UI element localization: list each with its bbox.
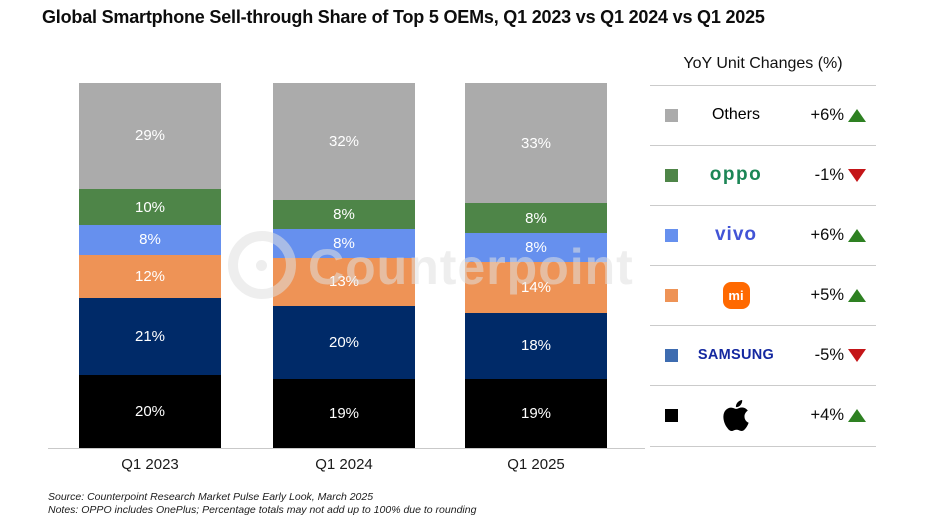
legend-header: YoY Unit Changes (%) <box>683 55 843 72</box>
stacked-bar-q1-2023: 29% 10% 8% 12% 21% 20% <box>79 83 221 448</box>
bar-segment-label: 8% <box>139 231 161 249</box>
legend-divider <box>650 265 876 266</box>
stacked-bar-q1-2025: 33% 8% 8% 14% 18% 19% <box>465 83 607 448</box>
samsung-logo: SAMSUNG <box>697 347 775 363</box>
apple-yoy-value: +4% <box>810 405 844 424</box>
bar-segment-label: 8% <box>333 235 355 253</box>
bar-segment-label: 10% <box>134 198 166 216</box>
vivo-swatch <box>665 228 678 242</box>
bar-segment-samsung-q1-2024: 20% <box>273 305 415 379</box>
xiaomi-yoy-value: +5% <box>810 285 844 304</box>
bar-segment-label: 8% <box>333 205 355 223</box>
apple-logo-wrap <box>684 399 788 431</box>
bar-segment-xiaomi-q1-2024: 13% <box>273 258 415 306</box>
xiaomi-logo-wrap: mi <box>684 281 788 309</box>
bar-segment-label: 29% <box>134 127 166 145</box>
legend-divider <box>650 446 876 447</box>
up-triangle-icon <box>848 228 866 242</box>
bar-segment-label: 8% <box>525 238 547 256</box>
down-triangle-icon <box>848 348 866 362</box>
legend-divider <box>650 385 876 386</box>
legend-row-vivo: vivo +6% <box>650 205 876 265</box>
x-axis-label-q1-2024: Q1 2024 <box>315 456 373 473</box>
legend-row-samsung: SAMSUNG -5% <box>650 325 876 385</box>
bar-segment-vivo-q1-2023: 8% <box>79 225 221 255</box>
legend-row-apple: +4% <box>650 385 876 445</box>
bar-segment-label: 32% <box>328 132 360 150</box>
bar-segment-label: 8% <box>525 209 547 227</box>
oppo-swatch <box>665 168 678 182</box>
chart-title: Global Smartphone Sell-through Share of … <box>42 7 765 27</box>
stacked-bar-q1-2024: 32% 8% 8% 13% 20% 19% <box>273 83 415 448</box>
x-axis-label-q1-2023: Q1 2023 <box>121 456 179 473</box>
others-yoy-value: +6% <box>810 105 844 124</box>
up-triangle-icon <box>848 408 866 422</box>
bar-segment-vivo-q1-2025: 8% <box>465 232 607 262</box>
bar-segment-oppo-q1-2024: 8% <box>273 199 415 229</box>
down-triangle-icon <box>848 168 866 182</box>
apple-swatch <box>665 408 678 422</box>
others-swatch <box>665 108 678 122</box>
others-label: Others <box>711 106 760 123</box>
legend-row-xiaomi: mi +5% <box>650 265 876 325</box>
bar-segment-xiaomi-q1-2025: 14% <box>465 261 607 313</box>
bar-segment-xiaomi-q1-2023: 12% <box>79 254 221 299</box>
legend-divider <box>650 325 876 326</box>
legend-divider <box>650 145 876 146</box>
rounding-note: Notes: OPPO includes OnePlus; Percentage… <box>48 504 477 516</box>
x-axis-label-q1-2025: Q1 2025 <box>507 456 565 473</box>
bar-segment-apple-q1-2023: 20% <box>79 374 221 448</box>
bar-segment-label: 20% <box>328 333 360 351</box>
bar-segment-label: 12% <box>134 267 166 285</box>
xiaomi-swatch <box>665 288 678 302</box>
legend-row-others: Others +6% <box>650 85 876 145</box>
bar-segment-oppo-q1-2025: 8% <box>465 203 607 233</box>
bar-segment-label: 18% <box>520 337 552 355</box>
bar-segment-apple-q1-2025: 19% <box>465 378 607 448</box>
x-axis-line <box>48 448 645 449</box>
xiaomi-mi-logo: mi <box>722 281 750 309</box>
bar-segment-label: 21% <box>134 328 166 346</box>
bar-segment-label: 14% <box>520 278 552 296</box>
bar-segment-samsung-q1-2025: 18% <box>465 312 607 379</box>
vivo-logo: vivo <box>714 224 758 245</box>
bar-segment-apple-q1-2024: 19% <box>273 378 415 448</box>
bar-segment-label: 20% <box>134 402 166 420</box>
bar-segment-others-q1-2025: 33% <box>465 83 607 204</box>
bar-segment-others-q1-2024: 32% <box>273 83 415 200</box>
oppo-yoy-value: -1% <box>814 165 844 184</box>
vivo-yoy-value: +6% <box>810 225 844 244</box>
legend-divider <box>650 85 876 86</box>
up-triangle-icon <box>848 288 866 302</box>
bar-segment-label: 13% <box>328 273 360 291</box>
bar-segment-vivo-q1-2024: 8% <box>273 228 415 259</box>
bar-segment-others-q1-2023: 29% <box>79 83 221 189</box>
oppo-logo: oppo <box>709 164 763 185</box>
bar-segment-label: 19% <box>520 404 552 422</box>
bar-segment-oppo-q1-2023: 10% <box>79 188 221 226</box>
legend-row-oppo: oppo -1% <box>650 145 876 205</box>
up-triangle-icon <box>848 108 866 122</box>
counterpoint-logo-dot <box>256 260 267 271</box>
bar-segment-label: 19% <box>328 404 360 422</box>
bar-segment-label: 33% <box>520 134 552 152</box>
samsung-yoy-value: -5% <box>814 345 844 364</box>
bar-segment-samsung-q1-2023: 21% <box>79 298 221 375</box>
samsung-swatch <box>665 348 678 362</box>
apple-logo-icon <box>723 399 749 431</box>
source-note: Source: Counterpoint Research Market Pul… <box>48 491 374 503</box>
legend-divider <box>650 205 876 206</box>
